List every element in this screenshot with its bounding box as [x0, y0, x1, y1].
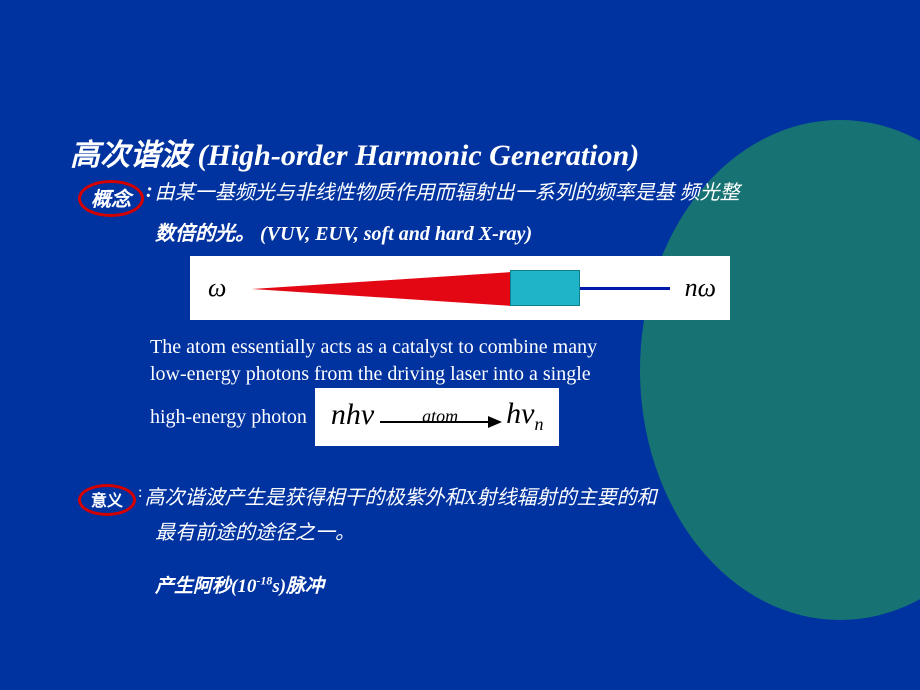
attosecond-prefix: 产生阿秒(10	[155, 576, 256, 597]
meaning-label: 意义	[78, 484, 136, 516]
attosecond-exponent: -18	[256, 574, 272, 588]
english-description: The atom essentially acts as a catalyst …	[150, 334, 850, 446]
meaning-line1: 高次谐波产生是获得相干的极紫外和X射线辐射的主要的和	[142, 484, 656, 512]
attosecond-suffix: s)脉冲	[272, 576, 324, 597]
concept-colon: :	[146, 180, 153, 203]
interaction-medium-box	[510, 270, 580, 306]
concept-label: 概念	[78, 180, 144, 217]
omega-input-label: ω	[208, 273, 226, 303]
formula-arrow: atom	[380, 407, 500, 423]
english-line2: low-energy photons from the driving lase…	[150, 361, 850, 388]
english-line1: The atom essentially acts as a catalyst …	[150, 334, 850, 361]
formula-right-sub: n	[534, 414, 543, 434]
formula-box: nhv atom hvn	[315, 388, 560, 446]
output-beam-line	[580, 287, 670, 290]
red-beam-triangle	[252, 272, 512, 306]
meaning-line2: 最有前途的途径之一。	[155, 516, 850, 545]
slide-content: 高次谐波 (High-order Harmonic Generation) 概念…	[0, 0, 920, 690]
english-line3-prefix: high-energy photon	[150, 404, 307, 431]
formula-right: hvn	[506, 394, 543, 436]
formula-left: nhv	[331, 395, 374, 436]
hhg-diagram: ω nω	[190, 256, 730, 320]
omega-output-label: nω	[685, 273, 716, 303]
formula-right-base: hv	[506, 397, 534, 430]
slide-title: 高次谐波 (High-order Harmonic Generation)	[70, 130, 850, 174]
attosecond-line: 产生阿秒(10-18s)脉冲	[155, 571, 850, 598]
meaning-row: 意义 : 高次谐波产生是获得相干的极紫外和X射线辐射的主要的和	[78, 484, 850, 516]
concept-line2: 数倍的光。 (VUV, EUV, soft and hard X-ray)	[155, 217, 850, 246]
concept-line1: 由某一基频光与非线性物质作用而辐射出一系列的频率是基 频光整	[153, 180, 740, 207]
concept-row: 概念 : 由某一基频光与非线性物质作用而辐射出一系列的频率是基 频光整	[78, 180, 850, 217]
